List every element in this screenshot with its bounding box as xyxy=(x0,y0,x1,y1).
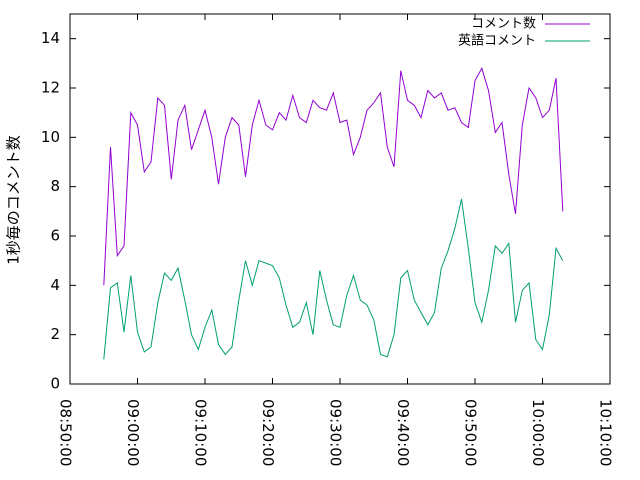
x-tick-label: 09:10:00 xyxy=(192,399,210,466)
legend-label: コメント数 xyxy=(471,17,536,32)
plot-frame xyxy=(69,13,611,385)
x-tick-label: 09:00:00 xyxy=(124,399,142,466)
y-tick-label: 6 xyxy=(50,227,60,245)
y-tick-label: 2 xyxy=(50,325,60,343)
series-line xyxy=(103,67,564,286)
y-tick-label: 0 xyxy=(50,375,60,393)
series-line xyxy=(103,198,564,360)
x-tick-label: 09:40:00 xyxy=(394,399,412,466)
y-axis-label: 1秒毎のコメント数 xyxy=(5,135,23,265)
legend-label: 英語コメント xyxy=(458,33,536,49)
y-tick-label: 10 xyxy=(41,128,60,146)
y-tick-label: 14 xyxy=(41,29,60,47)
x-tick-label: 09:50:00 xyxy=(462,399,480,466)
x-tick-label: 10:10:00 xyxy=(597,399,615,466)
x-tick-label: 09:30:00 xyxy=(327,399,345,466)
y-tick-label: 12 xyxy=(41,79,60,97)
x-tick-label: 09:20:00 xyxy=(259,399,277,466)
x-tick-label: 10:00:00 xyxy=(529,399,547,466)
x-tick-label: 08:50:00 xyxy=(57,399,75,466)
y-tick-label: 4 xyxy=(50,276,60,294)
y-tick-label: 8 xyxy=(50,177,60,195)
